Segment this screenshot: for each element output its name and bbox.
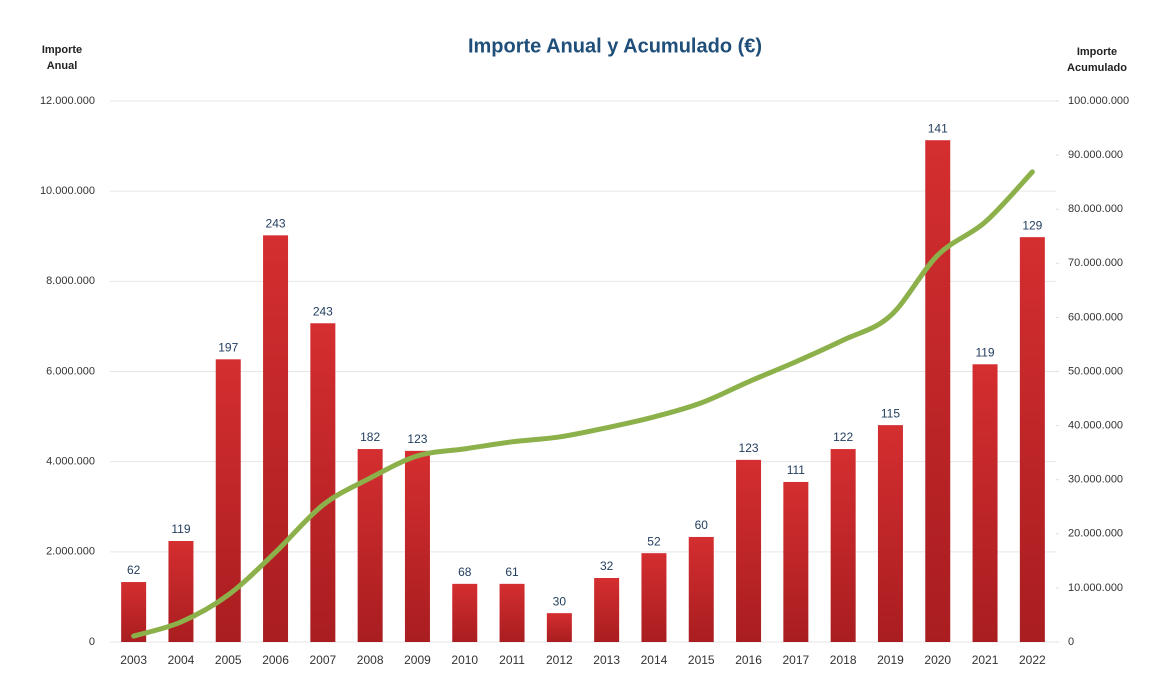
x-tick-label: 2013 — [593, 653, 620, 667]
x-tick-label: 2019 — [877, 653, 904, 667]
y2-tick-label: 50.000.000 — [1068, 365, 1123, 377]
x-tick-label: 2020 — [924, 653, 951, 667]
x-tick-label: 2016 — [735, 653, 762, 667]
y-tick-label: 8.000.000 — [46, 275, 95, 287]
x-tick-label: 2006 — [262, 653, 289, 667]
x-tick-label: 2021 — [972, 653, 999, 667]
chart-title: Importe Anual y Acumulado (€) — [468, 35, 762, 57]
bar-label: 129 — [1022, 218, 1042, 232]
y2-tick-label: 40.000.000 — [1068, 420, 1123, 432]
bar-label: 119 — [975, 345, 994, 359]
bar — [736, 459, 762, 642]
bar — [1019, 237, 1045, 642]
x-tick-label: 2010 — [451, 653, 478, 667]
bar-label: 182 — [360, 430, 380, 444]
bar-label: 122 — [833, 430, 853, 444]
bar-label: 197 — [218, 340, 238, 354]
y2-tick-label: 80.000.000 — [1068, 203, 1123, 215]
bar — [783, 481, 809, 642]
bar — [972, 364, 998, 642]
bar-label: 119 — [171, 522, 190, 536]
y-tick-label: 0 — [89, 636, 95, 648]
bar-label: 141 — [928, 121, 948, 135]
x-tick-label: 2012 — [546, 653, 573, 667]
y-axis-title: Importe Anual — [41, 44, 83, 72]
y2-tick-label: 70.000.000 — [1068, 257, 1123, 269]
y-tick-label: 10.000.000 — [40, 185, 95, 197]
x-tick-label: 2018 — [830, 653, 857, 667]
x-tick-label: 2011 — [499, 653, 525, 667]
bar-label: 123 — [739, 441, 759, 455]
bar — [404, 450, 430, 642]
x-tick-label: 2015 — [688, 653, 715, 667]
line — [131, 169, 1035, 639]
y2-tick-label: 100.000.000 — [1068, 95, 1129, 107]
y-tick-label: 2.000.000 — [46, 546, 95, 558]
bar — [877, 425, 903, 642]
bar — [546, 613, 572, 642]
bar-label: 60 — [695, 518, 709, 532]
x-tick-label: 2003 — [120, 653, 147, 667]
y2-tick-label: 20.000.000 — [1068, 528, 1123, 540]
y-tick-label: 12.000.000 — [40, 95, 95, 107]
bar-label: 30 — [553, 594, 567, 608]
bar — [499, 583, 525, 642]
y2-tick-label: 0 — [1068, 636, 1074, 648]
bar-label: 68 — [458, 565, 472, 579]
x-tick-label: 2007 — [309, 653, 336, 667]
bar-label: 61 — [505, 565, 519, 579]
bar-label: 115 — [881, 406, 900, 420]
bar-label: 243 — [313, 304, 333, 318]
bar — [641, 553, 667, 642]
x-tick-label: 2009 — [404, 653, 431, 667]
x-tick-label: 2014 — [641, 653, 668, 667]
bar — [310, 323, 336, 642]
bar — [830, 449, 856, 642]
y2-tick-label: 10.000.000 — [1068, 582, 1123, 594]
bar — [688, 536, 714, 642]
bar-label: 52 — [647, 534, 661, 548]
x-tick-label: 2022 — [1019, 653, 1046, 667]
x-tick-label: 2005 — [215, 653, 242, 667]
x-tick-label: 2008 — [357, 653, 384, 667]
y-tick-label: 4.000.000 — [46, 456, 95, 468]
y2-tick-label: 30.000.000 — [1068, 474, 1123, 486]
y2-tick-label: 60.000.000 — [1068, 311, 1123, 323]
bar — [925, 140, 951, 642]
x-tick-label: 2017 — [782, 653, 809, 667]
y2-axis-title: Importe Acumulado — [1067, 46, 1127, 74]
bar-label: 123 — [407, 432, 427, 446]
bar-label: 62 — [127, 563, 141, 577]
bar — [452, 583, 478, 642]
bar — [594, 577, 620, 642]
bar-label: 243 — [266, 217, 286, 231]
bar-label: 32 — [600, 559, 614, 573]
bar-label: 111 — [787, 463, 806, 477]
y-tick-label: 6.000.000 — [46, 365, 95, 377]
bar — [263, 235, 289, 642]
x-tick-label: 2004 — [168, 653, 195, 667]
y2-tick-label: 90.000.000 — [1068, 149, 1123, 161]
